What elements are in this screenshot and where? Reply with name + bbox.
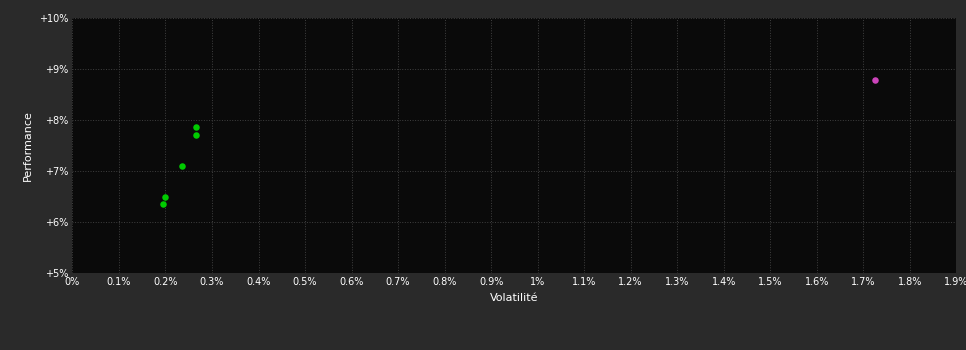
Point <box>174 163 189 168</box>
Point <box>156 201 171 207</box>
Point <box>867 77 883 83</box>
Point <box>188 125 204 130</box>
Point <box>157 195 173 200</box>
Point <box>188 132 204 138</box>
Y-axis label: Performance: Performance <box>23 110 34 181</box>
X-axis label: Volatilité: Volatilité <box>490 293 539 303</box>
